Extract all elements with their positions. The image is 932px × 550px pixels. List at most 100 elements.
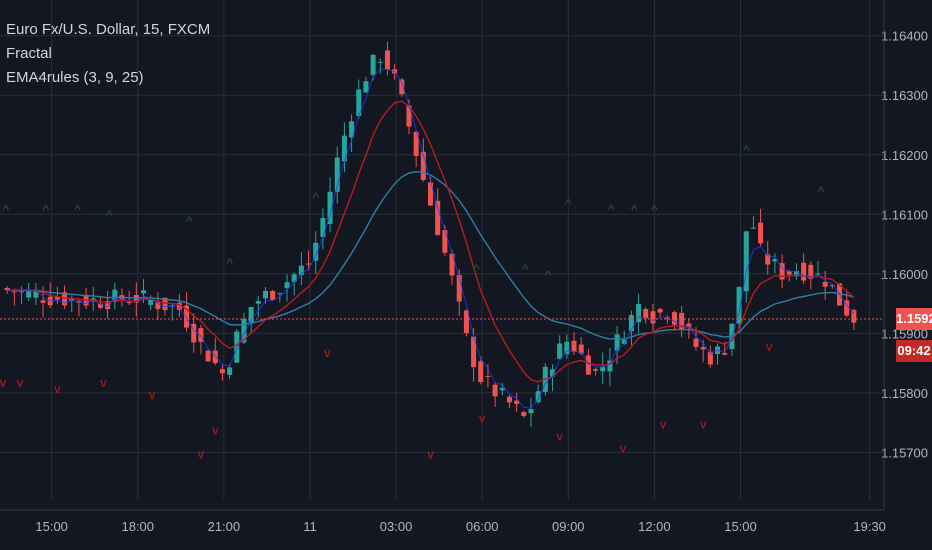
candle-body [155, 302, 161, 310]
candle-body [384, 50, 390, 70]
candle-body [334, 157, 340, 192]
candle-body [815, 273, 821, 275]
candle-body [112, 289, 118, 302]
fractal-down-marker: v [660, 417, 667, 432]
x-tick-label: 15:00 [724, 519, 757, 534]
fractal-up-marker: ^ [226, 255, 233, 271]
ema-fast-line [7, 68, 855, 409]
fractal-down-marker: v [212, 423, 219, 438]
y-tick-label: 1.15800 [881, 386, 928, 401]
candle-body [4, 287, 10, 291]
x-tick-label: 18:00 [121, 519, 154, 534]
candle-body [406, 105, 412, 127]
candle-body [291, 274, 297, 282]
candle-body [463, 310, 469, 333]
candle-body [270, 290, 276, 300]
x-tick-label: 15:00 [35, 519, 68, 534]
fractal-down-marker: v [620, 440, 627, 455]
last-price-tag: 1.15924 [896, 308, 932, 331]
candle-body [679, 312, 685, 330]
candle-body [241, 318, 247, 343]
candle-body [428, 182, 434, 206]
candle-body [693, 338, 699, 347]
fractal-down-marker: v [17, 375, 24, 390]
fractal-up-marker: ^ [818, 183, 825, 199]
fractal-up-marker: ^ [186, 213, 193, 229]
candle-body [40, 300, 46, 303]
candle-body [786, 271, 792, 275]
candle-body [97, 303, 103, 308]
fractal-down-marker: v [54, 381, 61, 396]
y-tick-label: 1.16300 [881, 88, 928, 103]
candle-body [535, 391, 541, 403]
candle-body [758, 222, 764, 244]
fractal-down-marker: v [556, 428, 563, 443]
candle-body [413, 131, 419, 156]
chart-legend: Euro Fx/U.S. Dollar, 15, FXCM Fractal EM… [6, 18, 210, 90]
candle-body [808, 264, 814, 279]
candle-body [26, 290, 32, 298]
fractal-up-marker: ^ [545, 267, 552, 283]
candle-body [33, 291, 39, 298]
candle-body [198, 328, 204, 342]
candle-body [184, 305, 190, 328]
x-tick-label: 03:00 [380, 519, 413, 534]
fractal-up-marker: ^ [106, 207, 113, 223]
candle-body [69, 298, 75, 301]
fractal-down-marker: v [766, 339, 773, 354]
candle-body [341, 135, 347, 162]
fractal-up-marker: ^ [522, 261, 529, 277]
candle-body [844, 300, 850, 316]
candle-body [485, 375, 491, 377]
candle-body [793, 270, 799, 277]
candle-body [671, 312, 677, 325]
candle-body [277, 293, 283, 295]
candle-body [600, 366, 606, 372]
fractal-up-marker: ^ [743, 142, 750, 158]
candle-body [636, 303, 642, 323]
candle-body [743, 231, 749, 292]
y-tick-label: 1.16100 [881, 207, 928, 222]
x-tick-label: 12:00 [638, 519, 671, 534]
candle-body [478, 361, 484, 383]
candle-body [456, 275, 462, 302]
candle-body [442, 230, 448, 253]
candle-body [585, 355, 591, 375]
candle-body [514, 400, 520, 404]
fractal-down-marker: v [198, 446, 205, 461]
candle-body [435, 200, 441, 236]
candle-body [126, 301, 132, 304]
candle-body [736, 286, 742, 324]
symbol-title[interactable]: Euro Fx/U.S. Dollar, 15, FXCM [6, 21, 211, 38]
candle-body [320, 218, 326, 238]
candle-body [851, 310, 857, 323]
candle-body [557, 343, 563, 359]
candle-body [212, 350, 218, 364]
candle-body [506, 396, 512, 403]
fractal-down-marker: v [324, 345, 331, 360]
candle-body [657, 309, 663, 313]
fractal-up-marker: ^ [473, 261, 480, 277]
candle-body [722, 352, 728, 355]
candle-body [298, 265, 304, 276]
y-tick-label: 1.15900 [881, 326, 928, 341]
candle-body [650, 311, 656, 324]
candle-body [105, 301, 111, 310]
candle-body [779, 263, 785, 280]
indicator-ema-label[interactable]: EMA4rules (3, 9, 25) [6, 69, 144, 86]
candle-body [255, 301, 261, 304]
candle-body [578, 344, 584, 354]
candle-body [363, 81, 369, 93]
fractal-down-marker: v [700, 417, 707, 432]
candle-body [822, 281, 828, 287]
x-tick-label: 11 [303, 519, 317, 534]
candle-body [593, 369, 599, 371]
fractal-up-marker: ^ [43, 201, 50, 217]
candle-body [707, 351, 713, 365]
fractal-down-marker: v [149, 387, 156, 402]
candle-body [528, 409, 534, 414]
candle-body [607, 360, 613, 372]
indicator-fractal-label[interactable]: Fractal [6, 45, 52, 62]
